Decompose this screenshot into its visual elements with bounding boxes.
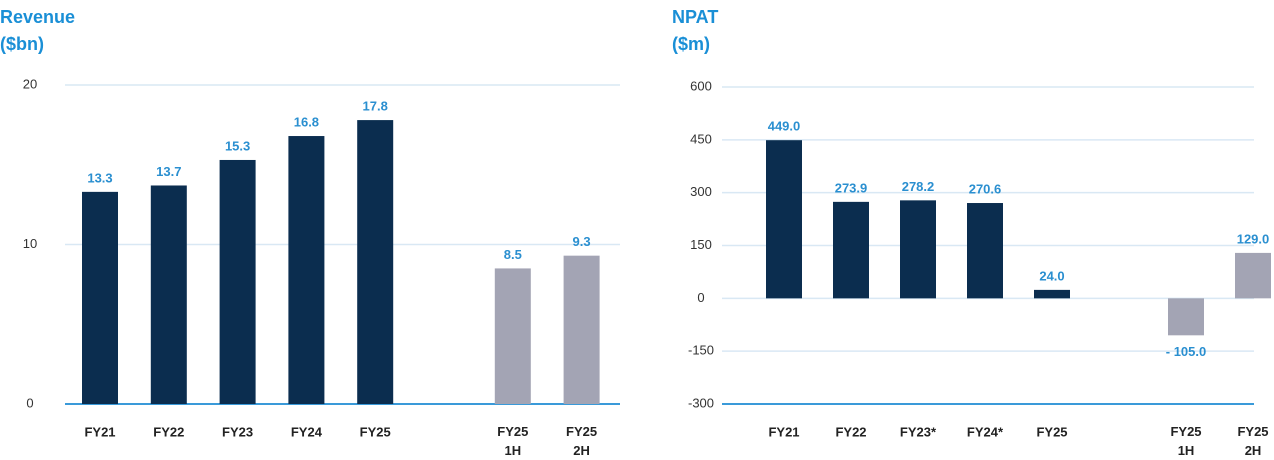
bar bbox=[1235, 252, 1271, 299]
bar bbox=[1034, 289, 1070, 299]
x-tick-label: FY24* bbox=[967, 424, 1004, 439]
value-label: 8.5 bbox=[504, 247, 522, 262]
value-label: - 105.0 bbox=[1166, 344, 1206, 359]
value-label: 270.6 bbox=[969, 181, 1002, 196]
x-tick-label-line: FY25 bbox=[566, 424, 597, 439]
x-tick-label: FY25 bbox=[1036, 424, 1067, 439]
value-label: 17.8 bbox=[363, 99, 388, 114]
x-tick-label-line: FY25 bbox=[1170, 424, 1201, 439]
chart-title: Revenue bbox=[0, 7, 75, 27]
chart-title: NPAT bbox=[672, 7, 718, 27]
bar bbox=[833, 201, 869, 299]
x-tick-label-line: 1H bbox=[1178, 443, 1195, 458]
value-label: 24.0 bbox=[1039, 268, 1064, 283]
value-label: 278.2 bbox=[902, 179, 935, 194]
x-tick-label-line: FY25 bbox=[497, 424, 528, 439]
bar bbox=[357, 120, 394, 404]
y-tick-label: -300 bbox=[688, 395, 714, 410]
x-tick-label-line: 1H bbox=[504, 443, 521, 458]
y-tick-label: 0 bbox=[697, 290, 704, 305]
y-tick-label: 600 bbox=[690, 78, 712, 93]
y-tick-label: 300 bbox=[690, 184, 712, 199]
bar bbox=[900, 200, 936, 299]
value-label: 129.0 bbox=[1237, 231, 1270, 246]
x-tick-label: FY23* bbox=[900, 424, 937, 439]
bar bbox=[766, 140, 802, 299]
x-tick-label: FY25 bbox=[360, 424, 391, 439]
value-label: 13.3 bbox=[87, 170, 112, 185]
x-tick-label-line: 2H bbox=[1245, 443, 1262, 458]
bar bbox=[563, 255, 600, 404]
y-tick-label: 10 bbox=[23, 236, 37, 251]
x-tick-label: FY25 1H bbox=[497, 424, 528, 458]
chart-title: ($m) bbox=[672, 34, 710, 54]
y-tick-label: 450 bbox=[690, 131, 712, 146]
value-label: 16.8 bbox=[294, 114, 319, 129]
x-tick-label: FY25 2H bbox=[1237, 424, 1268, 458]
x-tick-label-line: FY25 bbox=[1237, 424, 1268, 439]
bar bbox=[219, 159, 256, 404]
x-tick-label: FY23 bbox=[222, 424, 253, 439]
value-label: 9.3 bbox=[573, 234, 591, 249]
x-tick-label: FY22 bbox=[835, 424, 866, 439]
x-tick-label: FY21 bbox=[84, 424, 115, 439]
bar bbox=[150, 185, 187, 404]
value-label: 449.0 bbox=[768, 119, 801, 134]
x-tick-label: FY25 2H bbox=[566, 424, 597, 458]
x-tick-label: FY21 bbox=[768, 424, 799, 439]
value-label: 273.9 bbox=[835, 180, 868, 195]
value-label: 15.3 bbox=[225, 138, 250, 153]
x-tick-label: FY22 bbox=[153, 424, 184, 439]
bar bbox=[967, 203, 1003, 299]
y-tick-label: 150 bbox=[690, 237, 712, 252]
bar bbox=[1168, 298, 1204, 336]
chart-title: ($bn) bbox=[0, 34, 44, 54]
x-tick-label: FY24 bbox=[291, 424, 323, 439]
y-tick-label: -150 bbox=[688, 343, 714, 358]
bar bbox=[82, 191, 118, 404]
value-label: 13.7 bbox=[156, 164, 181, 179]
x-tick-label: FY25 1H bbox=[1170, 424, 1201, 458]
y-tick-label: 0 bbox=[26, 395, 33, 410]
bar bbox=[494, 268, 531, 404]
bar bbox=[288, 136, 325, 405]
x-tick-label-line: 2H bbox=[573, 443, 590, 458]
y-tick-label: 20 bbox=[23, 76, 37, 91]
